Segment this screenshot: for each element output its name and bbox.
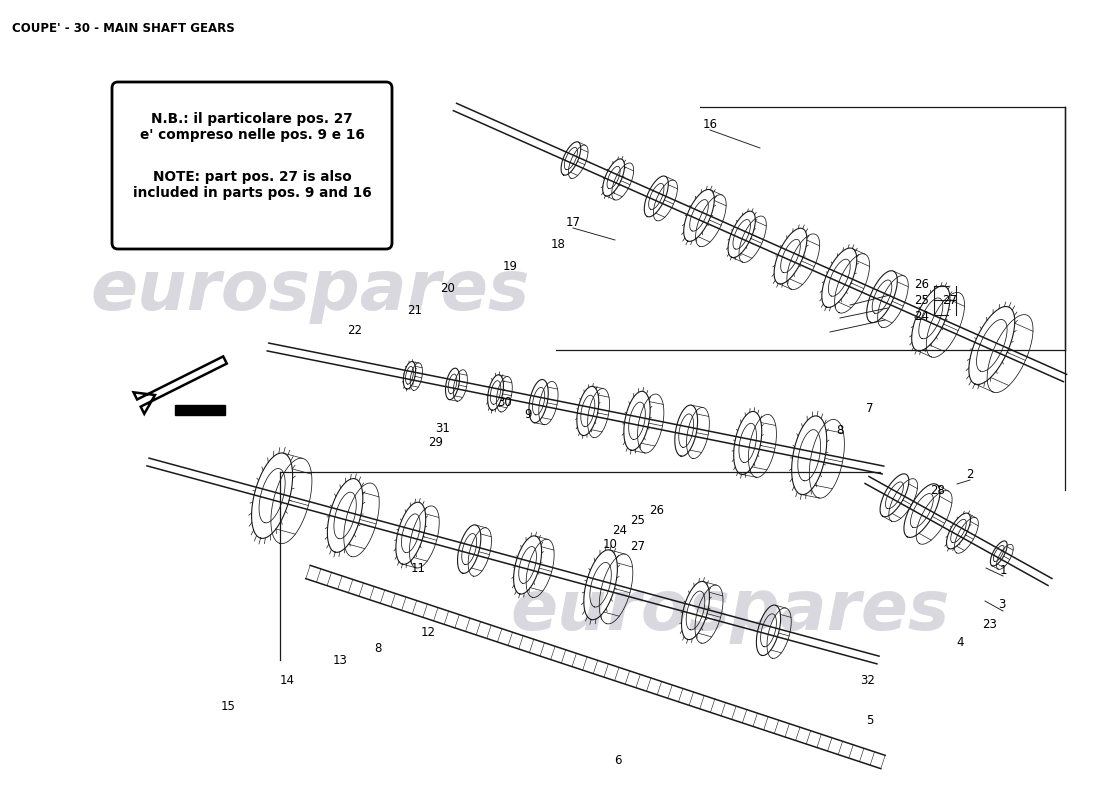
Polygon shape	[133, 357, 227, 414]
Text: 8: 8	[836, 423, 844, 437]
Text: 18: 18	[551, 238, 565, 250]
Text: 25: 25	[630, 514, 646, 527]
Text: 4: 4	[956, 637, 964, 650]
Text: 2: 2	[966, 467, 974, 481]
Text: 14: 14	[279, 674, 295, 686]
Text: 6: 6	[614, 754, 622, 766]
Text: 27: 27	[943, 294, 957, 306]
Text: 12: 12	[420, 626, 436, 638]
Polygon shape	[175, 405, 226, 415]
Text: 32: 32	[860, 674, 876, 686]
Text: 25: 25	[914, 294, 929, 306]
Text: 17: 17	[565, 215, 581, 229]
Text: 19: 19	[503, 261, 517, 274]
Text: 22: 22	[348, 323, 363, 337]
Text: NOTE: part pos. 27 is also
included in parts pos. 9 and 16: NOTE: part pos. 27 is also included in p…	[133, 170, 372, 200]
Text: 26: 26	[914, 278, 929, 291]
Text: N.B.: il particolare pos. 27
e' compreso nelle pos. 9 e 16: N.B.: il particolare pos. 27 e' compreso…	[140, 112, 364, 142]
Text: 30: 30	[497, 397, 513, 410]
Text: 29: 29	[429, 437, 443, 450]
Text: 27: 27	[630, 541, 646, 554]
Text: 9: 9	[525, 409, 531, 422]
Text: 8: 8	[374, 642, 382, 654]
Text: COUPE' - 30 - MAIN SHAFT GEARS: COUPE' - 30 - MAIN SHAFT GEARS	[12, 22, 234, 35]
Text: eurospares: eurospares	[510, 577, 949, 643]
Text: 7: 7	[867, 402, 873, 414]
Text: 13: 13	[332, 654, 348, 666]
Text: 11: 11	[410, 562, 426, 574]
Text: 21: 21	[407, 303, 422, 317]
Text: 16: 16	[703, 118, 717, 131]
Text: 24: 24	[613, 523, 627, 537]
Text: 3: 3	[999, 598, 1005, 611]
Text: 15: 15	[221, 699, 235, 713]
Text: eurospares: eurospares	[90, 257, 530, 323]
FancyBboxPatch shape	[112, 82, 392, 249]
Text: 5: 5	[867, 714, 873, 726]
Text: 1: 1	[999, 563, 1007, 577]
Text: 23: 23	[982, 618, 998, 630]
Text: 31: 31	[436, 422, 450, 434]
Text: 28: 28	[931, 483, 945, 497]
Text: 10: 10	[603, 538, 617, 551]
Text: 26: 26	[649, 505, 664, 518]
Text: 24: 24	[914, 310, 929, 322]
Text: 20: 20	[441, 282, 455, 294]
